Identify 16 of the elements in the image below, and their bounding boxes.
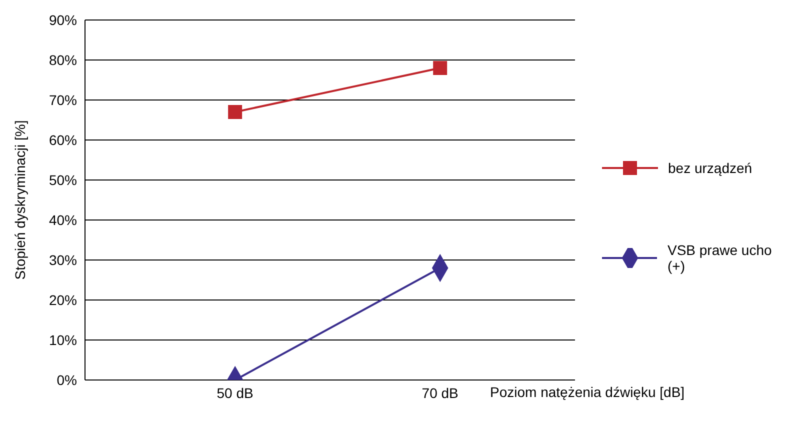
y-tick-label: 30% xyxy=(48,252,77,268)
y-tick-label: 70% xyxy=(48,92,77,108)
y-tick-label: 40% xyxy=(48,212,77,228)
x-axis-title: Poziom natężenia dźwięku [dB] xyxy=(490,384,685,400)
y-tick-label: 10% xyxy=(48,332,77,348)
y-tick-label: 90% xyxy=(48,12,77,28)
y-axis-title: Stopień dyskryminacji [%] xyxy=(12,120,28,280)
y-tick-label: 80% xyxy=(48,52,77,68)
y-tick-label: 20% xyxy=(48,292,77,308)
y-tick-label: 0% xyxy=(56,372,77,388)
y-tick-label: 60% xyxy=(48,132,77,148)
x-tick-label: 70 dB xyxy=(422,384,458,401)
legend-label: VSB prawe ucho (+) xyxy=(667,242,773,274)
x-tick-label: 50 dB xyxy=(216,384,254,401)
y-tick-label: 50% xyxy=(48,172,77,188)
legend-label: bez urządzeń xyxy=(668,160,752,176)
